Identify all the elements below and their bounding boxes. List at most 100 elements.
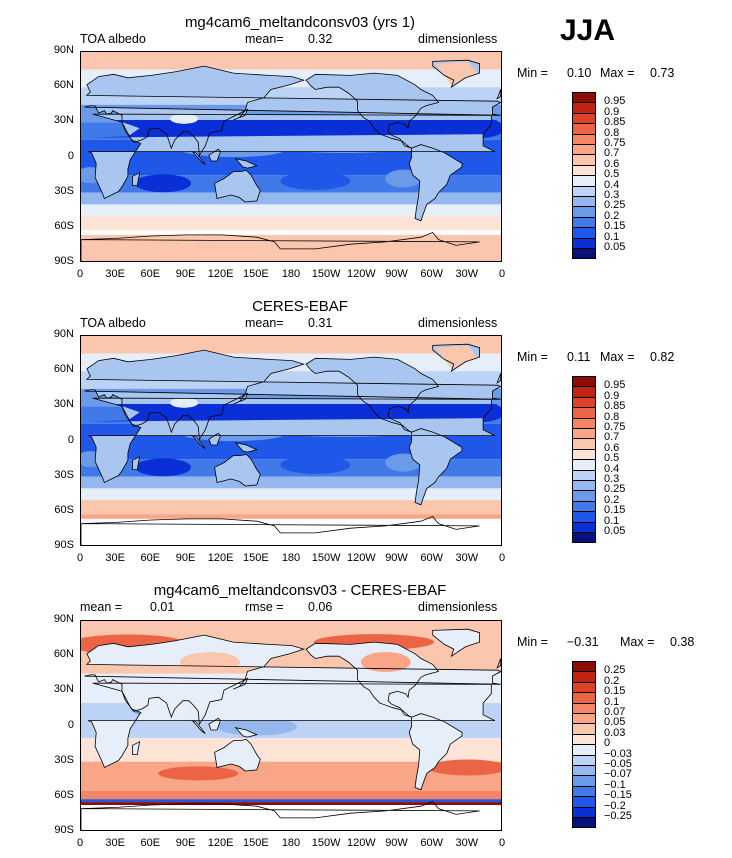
colorbar-label: 0.85 xyxy=(604,400,626,413)
coastline xyxy=(191,150,206,165)
map-canvas xyxy=(81,52,501,261)
panel-2-lon-tick: 0 xyxy=(498,552,506,564)
field-blob xyxy=(158,766,239,781)
panel-2-lat-tick: 0 xyxy=(67,433,74,446)
coastline xyxy=(408,144,463,222)
land-fill xyxy=(84,350,501,440)
land-fill xyxy=(432,629,480,657)
panel-1-lon-tick: 180 xyxy=(281,268,301,280)
panel-1-lon-tick: 90E xyxy=(175,268,196,280)
coastline xyxy=(432,59,481,89)
colorbar-label: 0.1 xyxy=(604,514,620,527)
coastline xyxy=(81,801,480,830)
field-blob xyxy=(135,174,192,193)
field-blob xyxy=(179,652,240,673)
panel-2-lon-tick: 90W xyxy=(385,552,408,564)
field-band xyxy=(81,790,501,800)
land-fill xyxy=(306,357,439,433)
coastline xyxy=(84,65,501,157)
coastline xyxy=(87,113,495,200)
field-band xyxy=(81,52,501,70)
coastline xyxy=(234,727,259,738)
panel-3-rmse-label: rmse = xyxy=(245,600,284,614)
panel-3-lon-tick: 120E xyxy=(207,837,234,849)
coastline xyxy=(81,516,480,545)
coastline xyxy=(234,158,259,169)
colorbar-label: 0.2 xyxy=(604,493,620,506)
panel-2-lat-tick: 30S xyxy=(54,468,74,481)
panel-1-lon-tick: 0 xyxy=(498,268,506,280)
colorbar-label: 0.85 xyxy=(604,116,626,129)
colorbar-label: 0.95 xyxy=(604,379,626,392)
field-band xyxy=(81,518,501,545)
field-blob xyxy=(435,345,478,369)
coastline xyxy=(191,719,206,734)
panel-2-mean-label: mean= xyxy=(245,316,284,330)
colorbar-swatch xyxy=(572,248,596,260)
coastline xyxy=(233,392,249,405)
coastline xyxy=(132,171,141,187)
land-fill xyxy=(208,149,221,161)
colorbar-label: 0.25 xyxy=(604,664,626,677)
panel-3-lon-tick: 60E xyxy=(140,837,161,849)
colorbar-label: −0.07 xyxy=(604,768,632,781)
coastline xyxy=(408,713,463,791)
panel-1-lat-tick: 90S xyxy=(54,255,74,267)
panel-3-lon-tick: 30E xyxy=(105,837,125,849)
panel-1-min-value: 0.10 xyxy=(567,66,592,80)
panel-2-max-value: 0.82 xyxy=(650,350,675,364)
field-blob xyxy=(92,404,498,422)
coastline xyxy=(214,738,261,772)
colorbar-label: −0.2 xyxy=(604,799,626,812)
land-fill xyxy=(409,713,462,790)
coastline xyxy=(208,148,221,162)
panel-1-lon-tick: 30W xyxy=(455,268,479,280)
field-blob xyxy=(280,171,351,190)
panel-2-lon-tick: 180 xyxy=(281,552,301,564)
coastline xyxy=(496,658,501,669)
colorbar-label: 0.25 xyxy=(604,199,626,212)
colorbar-label: 0 xyxy=(604,737,611,750)
panel-2-lat-tick: 90S xyxy=(54,539,74,551)
panel-3-lon-tick: 150W xyxy=(311,837,341,849)
colorbar-label: 0.2 xyxy=(604,209,620,222)
field-band xyxy=(81,802,501,806)
colorbar-label: 0.5 xyxy=(604,168,620,181)
colorbar-label: 0.15 xyxy=(604,504,626,517)
colorbar-label: 0.75 xyxy=(604,137,626,149)
panel-1-lon-tick: 30E xyxy=(105,268,125,280)
land-fill xyxy=(214,739,261,771)
panel-1-lat-tick: 60S xyxy=(54,219,74,232)
coastline xyxy=(191,434,206,449)
field-blob xyxy=(170,113,199,124)
land-fill xyxy=(214,454,261,486)
panel-3-lat-tick: 0 xyxy=(67,718,74,731)
colorbar-label: −0.15 xyxy=(604,789,632,802)
colorbar-label: 0.2 xyxy=(604,674,620,687)
colorbar-label: 0.8 xyxy=(604,126,620,139)
panel-2-max-label: Max = xyxy=(600,350,635,364)
panel-3-min-label: Min = xyxy=(517,635,548,649)
coastline xyxy=(496,89,501,100)
colorbar-label: 0.5 xyxy=(604,452,620,465)
panel-2-lon-tick: 60W xyxy=(420,552,443,564)
panel-2-variable: TOA albedo xyxy=(80,316,146,330)
season-label: JJA xyxy=(560,14,616,47)
land-fill xyxy=(235,727,257,738)
coastline xyxy=(496,373,501,384)
panel-1-lon-tick: 60W xyxy=(420,268,443,280)
field-blob xyxy=(360,652,411,673)
land-fill xyxy=(235,442,257,453)
panel-3-max-label: Max = xyxy=(620,635,655,649)
panel-3-lon-tick: 120W xyxy=(346,837,376,849)
coastline xyxy=(87,397,495,484)
panel-3-lon-tick: 30W xyxy=(455,837,479,849)
panel-2-min-label: Min = xyxy=(517,350,548,364)
colorbar-label: 0.15 xyxy=(604,685,626,698)
map-canvas xyxy=(81,336,501,545)
panel-3-lon-tick: 90W xyxy=(385,837,408,849)
panel-1-units: dimensionless xyxy=(418,32,498,46)
colorbar-label: 0.1 xyxy=(604,695,620,708)
panel-3-lon-tick: 60W xyxy=(420,837,443,849)
field-band xyxy=(81,204,501,217)
